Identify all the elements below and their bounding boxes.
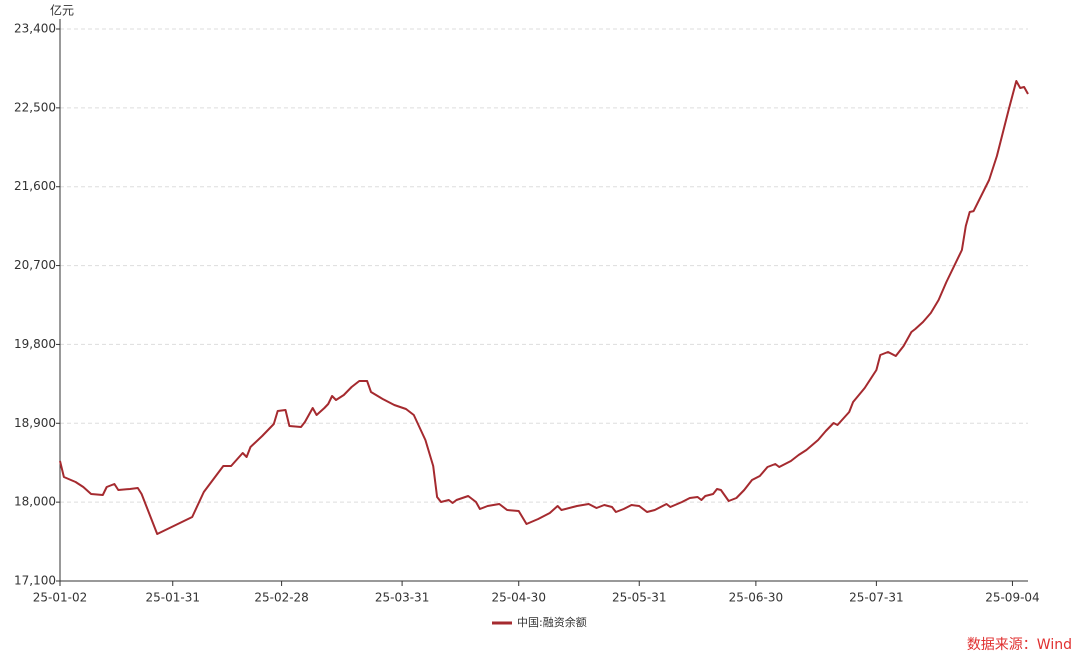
x-tick-label: 25-07-31 (849, 591, 903, 605)
x-tick-label: 25-01-31 (146, 591, 200, 605)
y-tick-label: 23,400 (14, 22, 56, 36)
x-tick-label: 25-09-04 (985, 591, 1039, 605)
y-tick-label: 19,800 (14, 337, 56, 351)
y-axis-unit: 亿元 (50, 3, 74, 18)
y-tick-label: 17,100 (14, 574, 56, 588)
source-note: 数据来源：Wind (967, 637, 1072, 653)
x-tick-label: 25-04-30 (491, 591, 545, 605)
x-tick-label: 25-06-30 (729, 591, 783, 605)
x-tick-label: 25-01-02 (33, 591, 87, 605)
legend-label: 中国:融资余额 (517, 615, 587, 629)
data-line (59, 80, 1029, 535)
y-tick-label: 22,500 (14, 100, 56, 114)
y-tick-label: 20,700 (14, 258, 56, 272)
y-tick-label: 18,900 (14, 416, 56, 430)
x-tick-label: 25-05-31 (612, 591, 666, 605)
y-tick-label: 18,000 (14, 495, 56, 509)
y-tick-label: 21,600 (14, 179, 56, 193)
x-tick-label: 25-02-28 (254, 591, 308, 605)
x-tick-label: 25-03-31 (375, 591, 429, 605)
